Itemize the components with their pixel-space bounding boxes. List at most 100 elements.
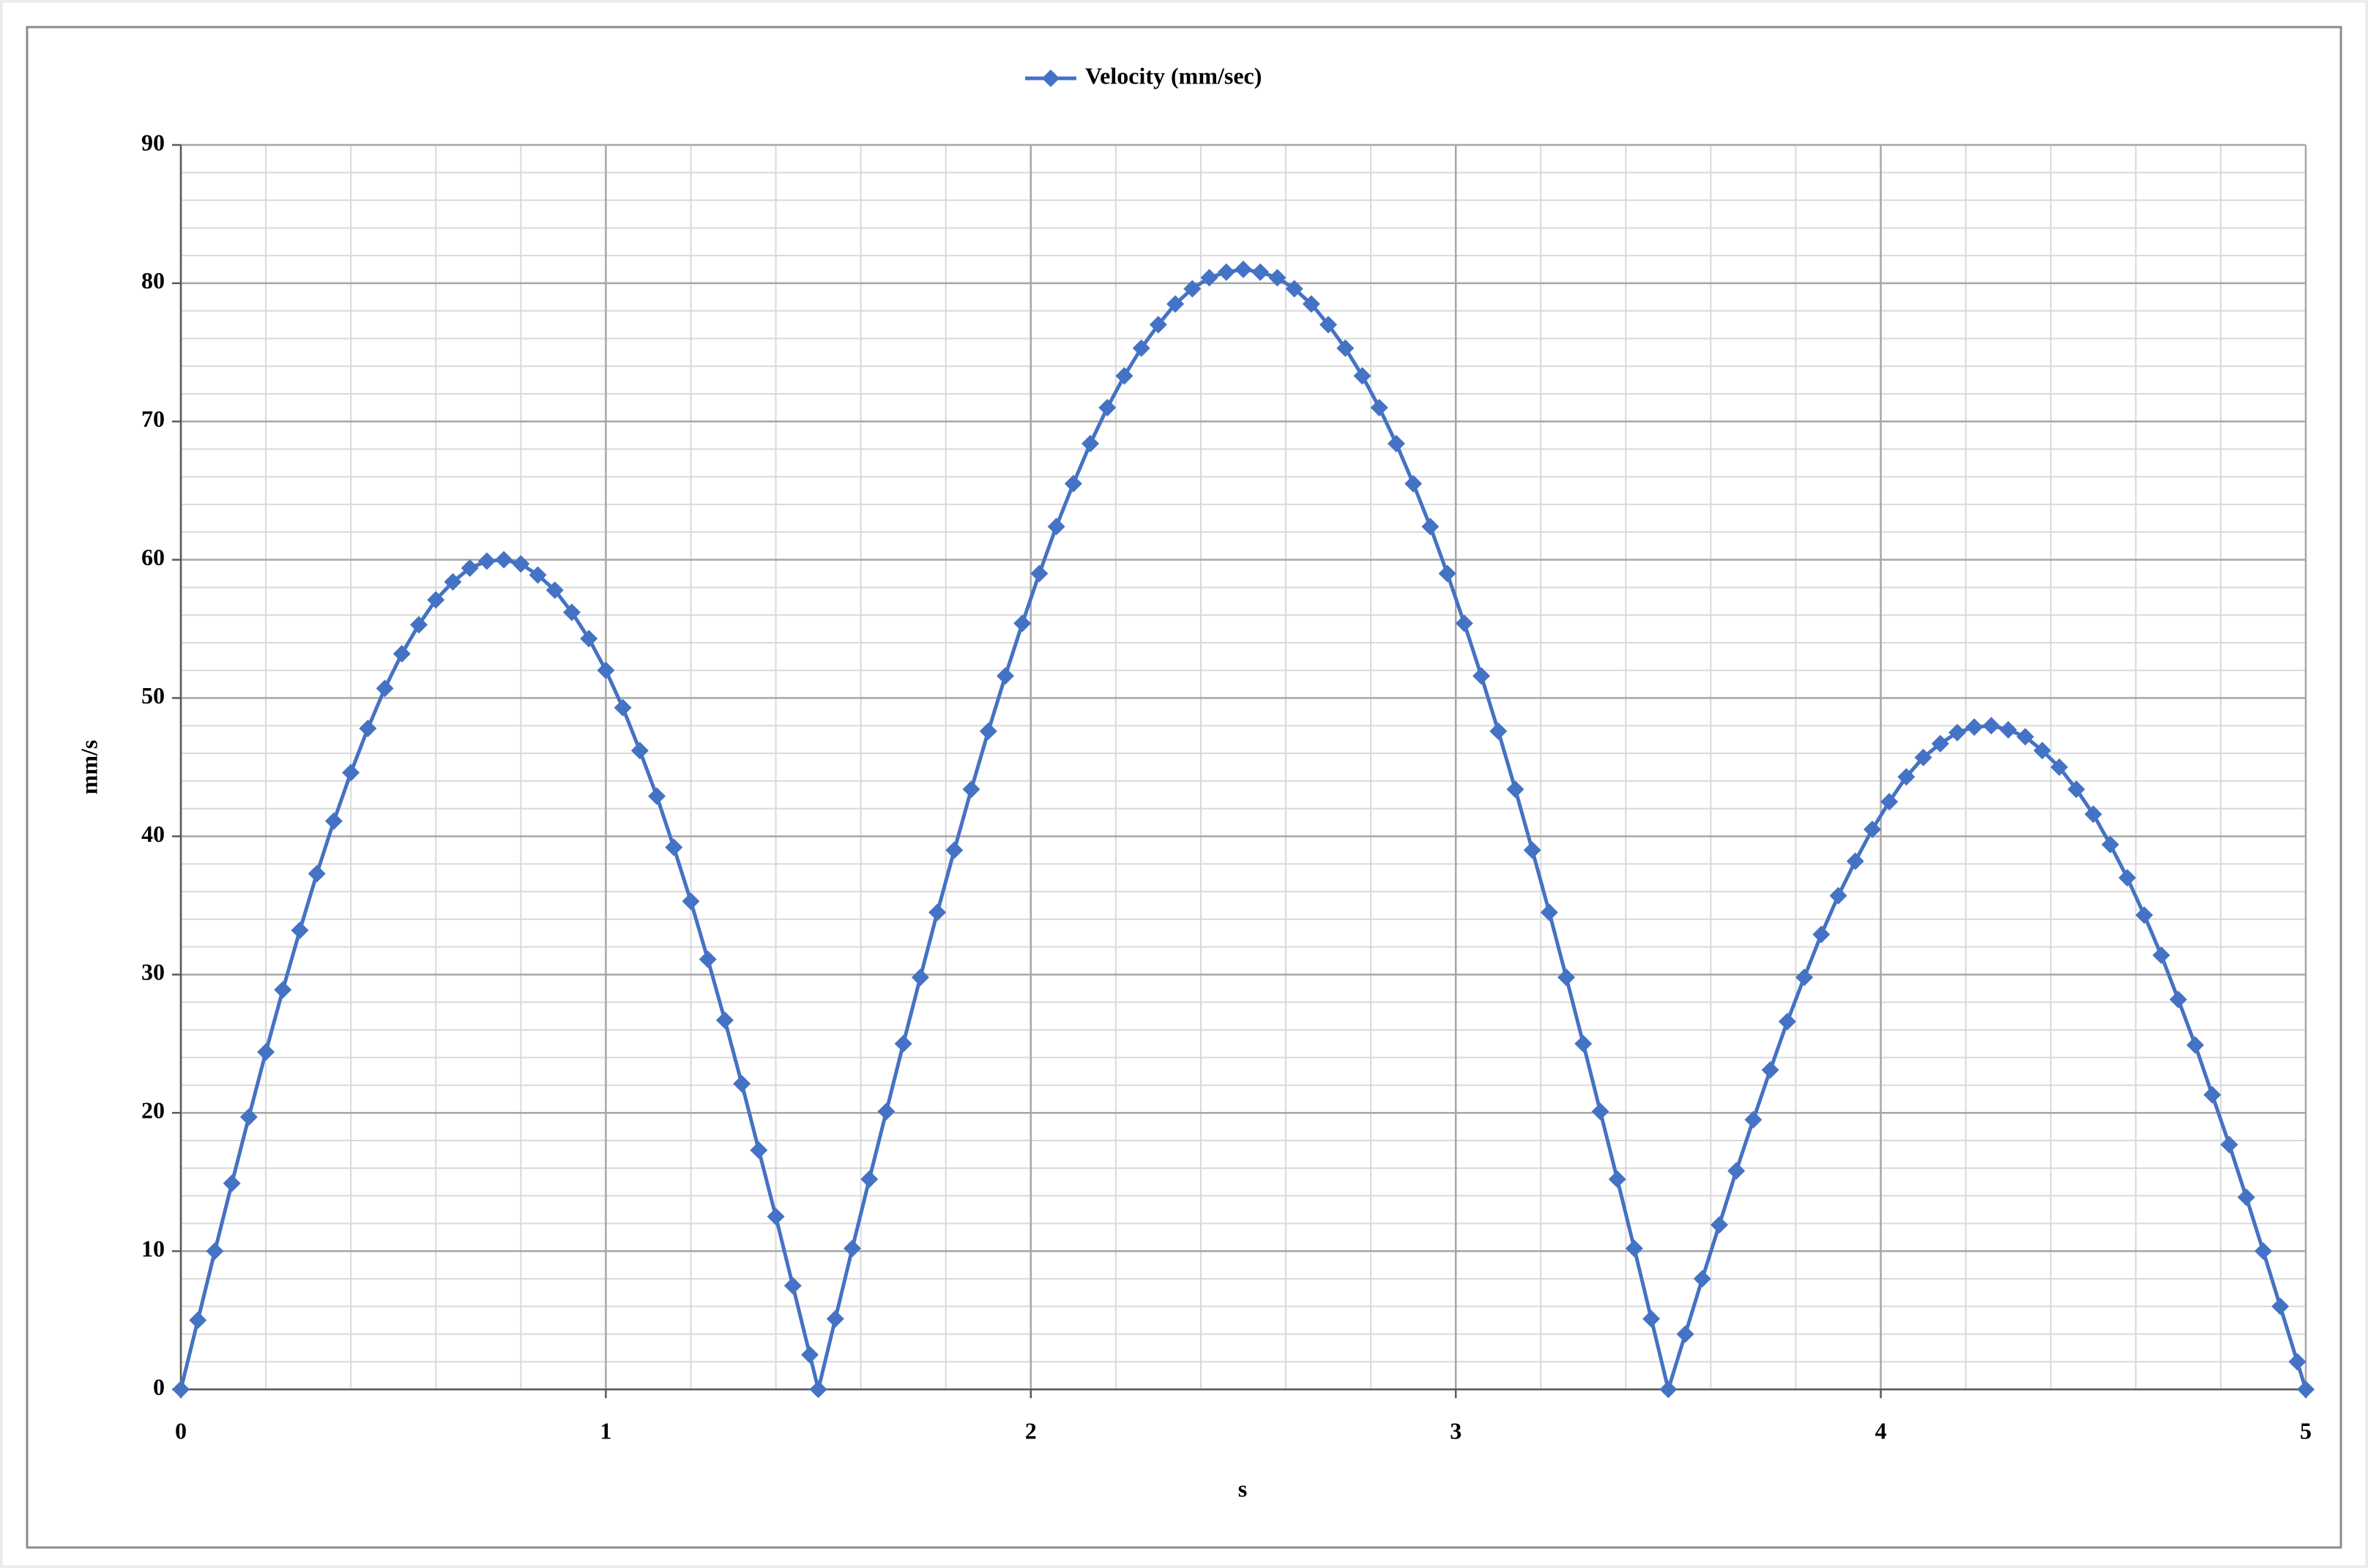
data-point (1897, 768, 1915, 786)
data-point (1404, 474, 1423, 493)
data-point (495, 550, 513, 569)
data-point (1251, 263, 1270, 281)
data-point (580, 630, 598, 648)
y-axis-title: mm/s (75, 740, 102, 795)
data-point (733, 1075, 751, 1093)
data-point (1659, 1381, 1678, 1398)
data-point (546, 581, 564, 600)
data-point (1880, 793, 1899, 811)
data-point (342, 764, 360, 782)
data-point (699, 950, 717, 968)
data-point (826, 1310, 844, 1328)
data-point (392, 645, 411, 663)
data-point (1727, 1162, 1746, 1180)
data-point (2067, 780, 2085, 799)
data-point (1863, 821, 1881, 838)
data-point (1421, 518, 1440, 536)
data-point (665, 838, 683, 856)
data-point (1149, 316, 1167, 334)
data-point (2033, 742, 2052, 760)
x-tick-label: 4 (1875, 1417, 1887, 1444)
data-point (529, 566, 547, 584)
data-point (1795, 968, 1814, 987)
data-point (223, 1174, 241, 1192)
data-point (1761, 1061, 1779, 1079)
data-point (206, 1242, 224, 1261)
data-point (239, 1108, 258, 1126)
y-tick-label: 40 (141, 821, 165, 847)
data-point (928, 903, 947, 922)
data-point (1829, 886, 1847, 905)
data-point (2203, 1086, 2222, 1104)
data-point (844, 1239, 862, 1258)
data-point (1183, 280, 1202, 298)
data-point (750, 1141, 768, 1160)
data-point (979, 722, 997, 740)
data-point (1319, 316, 1338, 334)
data-point (894, 1034, 912, 1053)
data-point (648, 787, 666, 805)
data-point (1608, 1170, 1626, 1188)
data-point (2050, 758, 2069, 776)
data-point (1081, 435, 1100, 452)
x-tick-label: 5 (2300, 1417, 2312, 1444)
data-point (630, 742, 649, 760)
data-point (1846, 852, 1864, 870)
data-point (1642, 1310, 1661, 1328)
data-point (1030, 564, 1049, 583)
data-point (1931, 734, 1949, 753)
data-point (2297, 1381, 2315, 1398)
data-point (1625, 1239, 1643, 1258)
data-point (2084, 805, 2102, 824)
data-point (614, 698, 632, 717)
data-point (172, 1381, 190, 1398)
data-point (1302, 295, 1320, 313)
y-tick-label: 0 (153, 1373, 165, 1400)
data-point (2101, 835, 2120, 854)
data-point (376, 679, 394, 698)
data-point (1455, 614, 1473, 632)
data-point (877, 1102, 896, 1121)
x-tick-label: 3 (1450, 1417, 1462, 1444)
legend-label: Velocity (mm/sec) (1085, 62, 1262, 89)
y-tick-label: 20 (141, 1097, 165, 1124)
legend-marker (1042, 70, 1060, 87)
data-point (2152, 946, 2170, 964)
data-point (860, 1170, 879, 1188)
x-tick-label: 1 (600, 1417, 611, 1444)
data-point (1115, 367, 1133, 385)
y-tick-label: 90 (141, 129, 165, 155)
data-point (1540, 903, 1558, 922)
data-point (1438, 564, 1456, 583)
data-point (308, 865, 326, 883)
data-point (324, 812, 343, 830)
data-point (2254, 1242, 2272, 1261)
data-point (996, 667, 1014, 685)
data-point (715, 1011, 734, 1029)
data-point (291, 921, 309, 939)
data-point (911, 968, 929, 987)
data-point (1132, 339, 1150, 357)
data-point (1200, 269, 1218, 287)
y-tick-label: 30 (141, 959, 165, 985)
y-tick-label: 10 (141, 1235, 165, 1261)
data-point (1489, 722, 1508, 740)
data-point (2271, 1297, 2290, 1315)
data-point (1047, 518, 1065, 536)
data-point (274, 981, 292, 999)
data-point (1387, 435, 1405, 452)
data-point (1370, 398, 1388, 417)
data-point (1812, 925, 1831, 944)
data-point (2118, 869, 2137, 887)
data-point (783, 1277, 802, 1295)
data-point (1693, 1269, 1711, 1288)
data-point (1235, 261, 1252, 278)
data-point (1217, 263, 1235, 281)
data-point (2237, 1188, 2255, 1206)
data-point (597, 661, 615, 679)
data-point (1676, 1325, 1694, 1343)
data-point (1166, 295, 1185, 313)
data-point (477, 552, 496, 570)
data-point (257, 1043, 275, 1061)
